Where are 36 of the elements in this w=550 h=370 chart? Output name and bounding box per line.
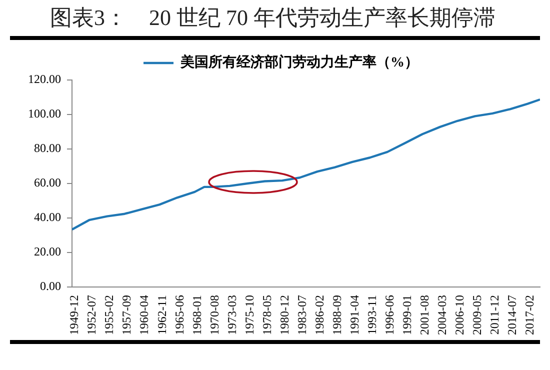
x-tick-label: 1949-12 bbox=[67, 295, 82, 336]
x-tick-label: 1999-01 bbox=[400, 295, 414, 336]
chart-title: 图表3： 20 世纪 70 年代劳动生产率长期停滞 bbox=[10, 0, 540, 40]
x-tick-label: 1996-06 bbox=[382, 295, 397, 336]
x-tick-label: 1968-01 bbox=[190, 295, 204, 336]
x-tick-label: 1983-07 bbox=[294, 295, 309, 336]
x-tick-label: 2001-08 bbox=[418, 295, 432, 336]
y-tick-label: 60.00 bbox=[34, 176, 61, 190]
x-tick-label: 1973-03 bbox=[224, 295, 239, 336]
y-tick-label: 0.00 bbox=[40, 279, 61, 294]
x-tick-label: 1970-08 bbox=[207, 295, 222, 336]
x-tick-label: 1993-11 bbox=[365, 295, 380, 335]
y-tick-label: 80.00 bbox=[34, 141, 61, 156]
legend-label: 美国所有经济部门劳动力生产率（%） bbox=[180, 54, 418, 71]
x-tick-label: 1988-09 bbox=[330, 295, 344, 336]
x-tick-label: 2006-10 bbox=[452, 295, 467, 336]
x-tick-label: 1955-02 bbox=[102, 295, 116, 336]
x-tick-label: 1952-07 bbox=[84, 295, 99, 336]
y-tick-label: 120.00 bbox=[28, 72, 61, 86]
x-tick-label: 1991-04 bbox=[348, 295, 362, 336]
x-tick-label: 1965-06 bbox=[172, 295, 186, 336]
x-tick-label: 2011-12 bbox=[488, 295, 502, 335]
x-tick-label: 1960-04 bbox=[137, 295, 152, 336]
x-tick-label: 1957-09 bbox=[120, 295, 134, 336]
x-tick-label: 1986-02 bbox=[312, 295, 326, 336]
x-tick-label: 1978-05 bbox=[260, 295, 274, 336]
y-tick-label: 20.00 bbox=[34, 244, 61, 259]
y-tick-label: 40.00 bbox=[34, 210, 61, 224]
x-tick-label: 1975-10 bbox=[242, 295, 256, 336]
x-tick-label: 2009-05 bbox=[470, 295, 484, 336]
x-tick-label: 1962-11 bbox=[154, 295, 169, 335]
y-tick-label: 100.00 bbox=[28, 106, 61, 121]
x-tick-label: 2017-02 bbox=[522, 295, 537, 336]
x-tick-label: 1980-12 bbox=[277, 295, 292, 336]
x-tick-label: 2014-07 bbox=[505, 295, 520, 336]
x-tick-label: 2004-03 bbox=[435, 295, 450, 336]
